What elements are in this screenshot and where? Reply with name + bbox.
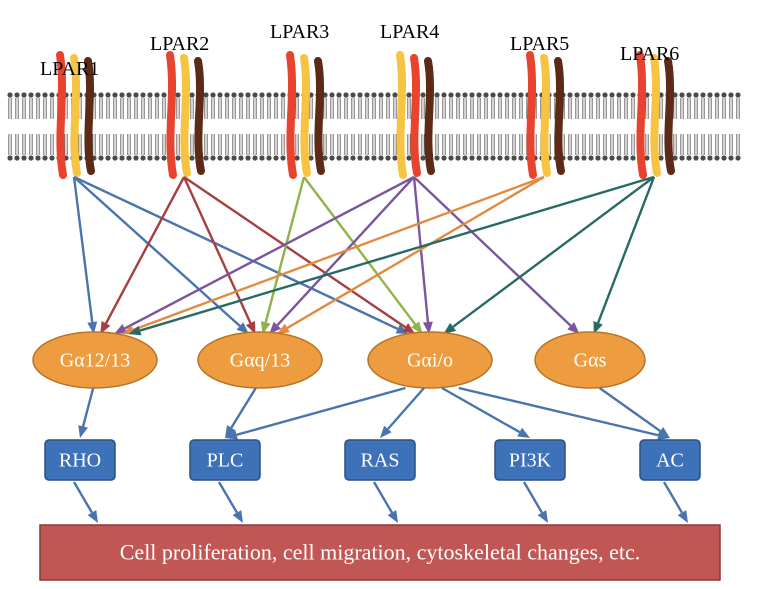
receptor-label-lpar5: LPAR5 [510, 33, 569, 55]
effector-label-pi3k: PI3K [509, 450, 552, 472]
effector-label-rho: RHO [59, 450, 101, 472]
receptor-label-lpar3: LPAR3 [270, 21, 329, 43]
effectors-layer: RHO PLC RAS PI3K AC [45, 440, 700, 480]
gprotein-label-g12: Gα12/13 [60, 350, 130, 372]
signaling-diagram: Gα12/13 Gαq/13 Gαi/o Gαs RHO PLC RAS PI3K AC Ce… [0, 0, 759, 589]
outcome-layer: Cell proliferation, cell migration, cyto… [40, 525, 720, 580]
effector-label-ras: RAS [361, 450, 400, 472]
gprotein-label-gq: Gαq/13 [230, 350, 290, 372]
effector-to-outcome-arrows [74, 482, 688, 523]
receptor-label-lpar6: LPAR6 [620, 43, 679, 65]
receptor-to-gprotein-arrows [74, 177, 654, 335]
receptor-label-lpar2: LPAR2 [150, 33, 209, 55]
gprotein-label-gi: Gαi/o [407, 350, 453, 372]
outcome-label: Cell proliferation, cell migration, cyto… [120, 540, 640, 565]
effector-label-plc: PLC [207, 450, 244, 472]
effector-label-ac: AC [656, 450, 684, 472]
membrane-layer [7, 92, 740, 160]
gprotein-to-effector-arrows [78, 388, 670, 440]
gprotein-label-gs: Gαs [574, 350, 607, 372]
receptor-label-lpar1: LPAR1 [40, 58, 99, 80]
receptor-label-lpar4: LPAR4 [380, 21, 439, 43]
gproteins-layer: Gα12/13 Gαq/13 Gαi/o Gαs [33, 332, 645, 388]
receptor-labels-layer: LPAR1 LPAR2 LPAR3 LPAR4 LPAR5 LPAR6 [40, 21, 679, 80]
